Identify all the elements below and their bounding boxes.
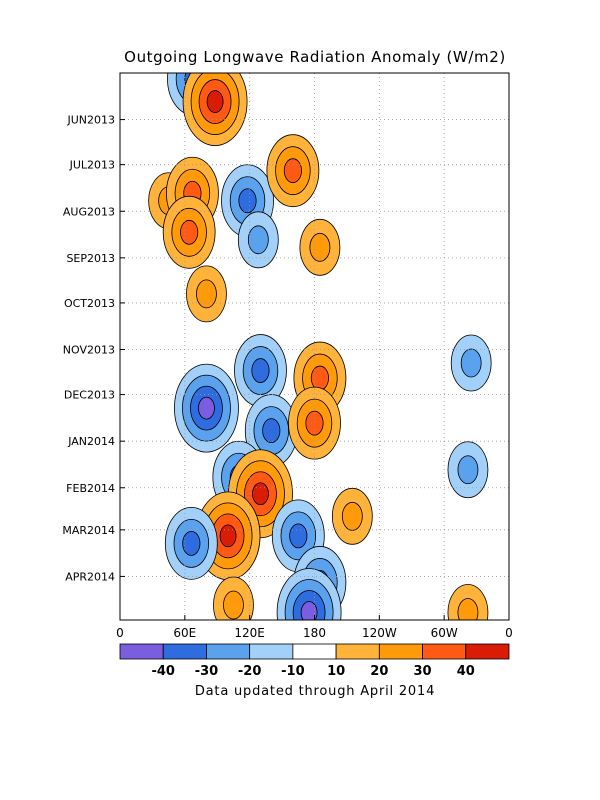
x-tick-label: 120E [234,626,265,640]
data-updated-note: Data updated through April 2014 [194,684,436,699]
anomaly-contour [262,418,281,444]
y-tick-label: APR2014 [65,570,115,583]
colorbar-swatch [422,643,467,660]
axes: 0 60E 120E 180 120W 60W 0 JUN2013 JUL2013 AUG2013… [62,114,512,640]
anomaly-blob [288,386,341,460]
colorbar-label: -40 [151,664,175,679]
colorbar-label: -10 [281,664,305,679]
anomaly-blob [182,73,248,146]
anomaly-contour [196,279,217,309]
colorbar-label: 20 [370,664,388,679]
anomaly-blob [164,506,218,580]
colorbar-swatch [206,643,251,660]
x-tick-label: 0 [116,626,124,640]
anomaly-blob [162,195,216,269]
anomaly-contour [457,455,479,485]
anomaly-contour [300,601,318,620]
y-tick-label: JUN2013 [66,114,115,127]
colorbar-label: 30 [414,664,432,679]
x-tick-label: 60W [431,626,458,640]
y-tick-label: NOV2013 [63,344,115,357]
anomaly-contour [457,598,479,620]
anomaly-blob [447,441,489,499]
x-tick-label: 180 [303,626,326,640]
gridlines [120,73,509,620]
colorbar-swatch [292,643,337,660]
anomaly-blob [244,394,298,468]
colorbar-swatch [119,643,164,660]
y-tick-label: FEB2014 [66,482,115,495]
anomaly-contour [198,396,215,420]
anomaly-contour [251,358,270,383]
anomaly-blob [213,576,254,620]
colorbar-swatch [249,643,294,660]
colorbar-label: 40 [457,664,475,679]
anomaly-blob [331,487,373,545]
anomaly-blob [450,334,492,392]
anomaly-contour [247,225,269,255]
anomaly-contour [305,410,324,436]
colorbar-swatch [465,643,510,660]
y-tick-label: OCT2013 [64,297,115,310]
anomaly-contour [460,348,482,378]
anomaly-blob [186,265,227,323]
x-tick-label: 0 [505,626,513,640]
anomaly-contour [341,501,363,531]
chart-title: Outgoing Longwave Radiation Anomaly (W/m… [124,48,506,66]
anomaly-blob [174,363,239,453]
y-tick-label: AUG2013 [63,205,115,218]
x-tick-label: 120W [362,626,397,640]
anomaly-contour [223,590,244,620]
colorbar: -40 -30 -20 -10 10 20 30 40 [119,643,510,679]
anomaly-contour [219,524,237,548]
anomaly-contour [180,219,199,245]
colorbar-label: 10 [327,664,345,679]
colorbar-label: -20 [238,664,262,679]
anomaly-contour [252,482,269,506]
anomaly-blob [237,211,279,269]
y-tick-label: JAN2014 [67,435,115,448]
colorbar-swatch [335,643,380,660]
anomaly-contour [182,530,201,556]
colorbar-swatch [162,643,207,660]
anomaly-contour [289,523,308,549]
colorbar-label: -30 [195,664,219,679]
anomaly-contour [238,188,257,214]
y-tick-label: DEC2013 [64,389,115,402]
anomaly-blob [266,134,320,208]
anomaly-blob [234,334,287,407]
anomaly-blob [299,218,341,276]
y-tick-label: JUL2013 [69,159,115,172]
anomaly-contour [283,158,302,184]
anomaly-contour [310,365,329,391]
anomaly-blob [447,584,489,620]
y-tick-label: SEP2013 [66,252,115,265]
colorbar-swatch [378,643,423,660]
anomaly-blob [276,568,342,620]
y-tick-label: MAR2014 [62,524,115,537]
anomaly-field [148,73,492,620]
anomaly-contour [206,90,224,113]
x-tick-label: 60E [173,626,196,640]
anomaly-contour [309,232,331,262]
